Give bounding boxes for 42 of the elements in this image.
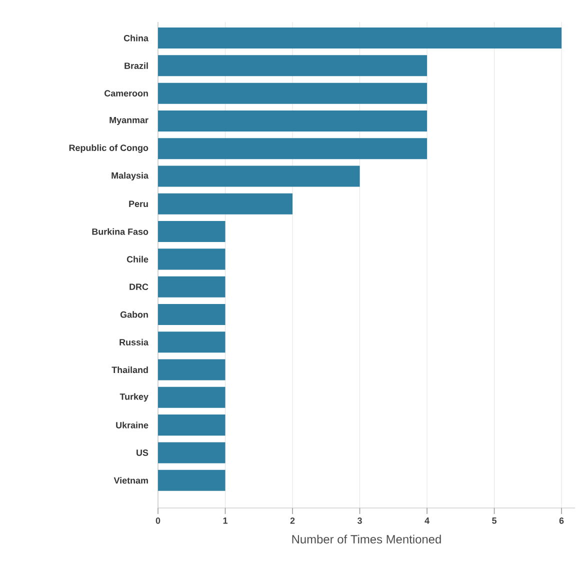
bar [158,470,226,491]
x-tick-label: 0 [156,518,160,524]
bar [158,332,226,353]
y-tick-label: China [124,34,149,42]
bar [158,304,226,325]
bar [158,248,226,270]
bar [158,442,226,464]
bar [158,55,428,76]
x-tick-label: 6 [559,518,564,524]
y-tick-label: Myanmar [110,116,148,125]
bar [158,110,428,132]
y-tick-label: Cameroon [104,90,148,96]
x-tick-label: 1 [223,518,228,524]
y-tick-label: Russia [120,338,149,346]
bar [158,166,360,187]
y-tick-label: Turkey [120,393,148,402]
y-tick-label: Republic of Congo [69,144,148,153]
y-tick-label: Burkina Faso [92,228,148,235]
x-tick-label: 4 [424,518,430,524]
bar [158,386,226,408]
bar [158,28,562,49]
y-tick-label: Thailand [112,366,148,374]
y-tick-label: Malaysia [112,172,149,180]
bar [158,221,226,242]
bar [158,414,226,436]
y-tick-label: US [136,450,148,456]
bar [158,193,293,214]
y-tick-label: Vietnam [114,477,148,484]
y-tick-label: Brazil [124,62,148,69]
y-tick-label: Ukraine [116,422,148,428]
x-tick-label: 2 [290,518,295,524]
bar [158,138,428,160]
x-tick-label: 5 [492,518,497,524]
y-tick-label: DRC [130,284,148,290]
y-tick-label: Gabon [120,311,148,318]
y-tick-label: Peru [129,200,148,208]
bar [158,359,226,380]
y-tick-label: Chile [126,256,148,262]
bar [158,82,428,104]
bar [158,276,226,298]
x-axis-title: Number of Times Mentioned [292,534,441,544]
x-tick-label: 3 [357,518,362,524]
